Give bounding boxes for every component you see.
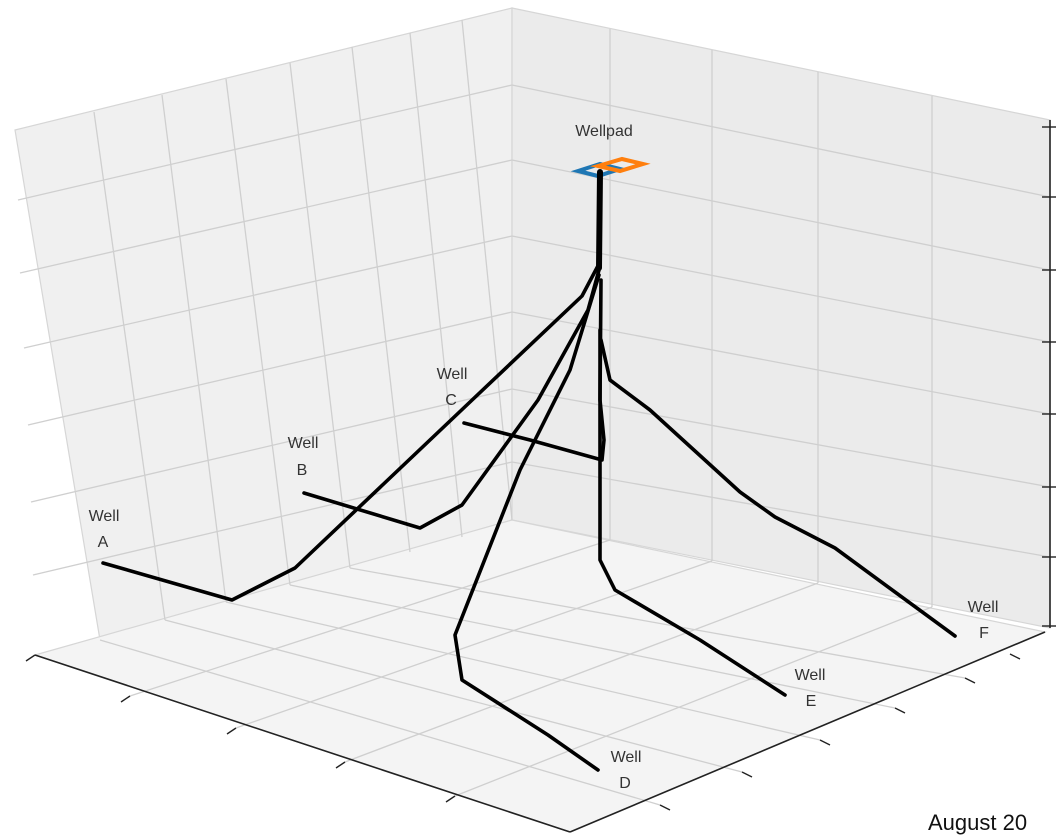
main-trunk <box>596 169 603 271</box>
well-label-c: Well C <box>437 366 468 409</box>
well-c-label-line2: C <box>445 392 457 409</box>
well-e-label-line2: E <box>806 693 817 710</box>
y-axis-line <box>569 631 1046 833</box>
well-d-label-line2: D <box>619 775 631 792</box>
well-label-a: Well A <box>89 508 120 551</box>
trajectories <box>101 169 957 772</box>
trajectory-well-a <box>101 260 602 602</box>
x-axis-line <box>34 654 571 833</box>
axes <box>34 120 1051 833</box>
well-label-d: Well D <box>611 749 642 792</box>
grid-left-wall <box>17 19 513 621</box>
trajectory-well-d <box>453 273 601 772</box>
well-a-label-line1: Well <box>89 508 120 525</box>
wellpad-label: Wellpad <box>575 123 633 140</box>
well-label-e: Well E <box>795 667 826 710</box>
well-label-b: Well B <box>288 435 319 479</box>
axis-ticks <box>25 126 1056 811</box>
grid-floor <box>99 539 966 806</box>
well-c-label-line1: Well <box>437 366 468 383</box>
wellpad-marker <box>570 156 651 179</box>
well-b-label-line1: Well <box>288 435 319 452</box>
well-b-label-line2: B <box>297 462 308 479</box>
right-back-pane <box>511 7 1051 629</box>
trajectory-well-e <box>598 328 787 697</box>
trajectory-well-f <box>599 338 957 638</box>
well-d-label-line1: Well <box>611 749 642 766</box>
wellpad-pad-orange <box>590 156 651 174</box>
footer-date: August 20 <box>928 810 1028 835</box>
well-label-f: Well F <box>968 599 999 642</box>
well-a-label-line2: A <box>98 534 109 551</box>
well-f-label-line2: F <box>979 625 989 642</box>
well-f-label-line1: Well <box>968 599 999 616</box>
well-e-label-line1: Well <box>795 667 826 684</box>
